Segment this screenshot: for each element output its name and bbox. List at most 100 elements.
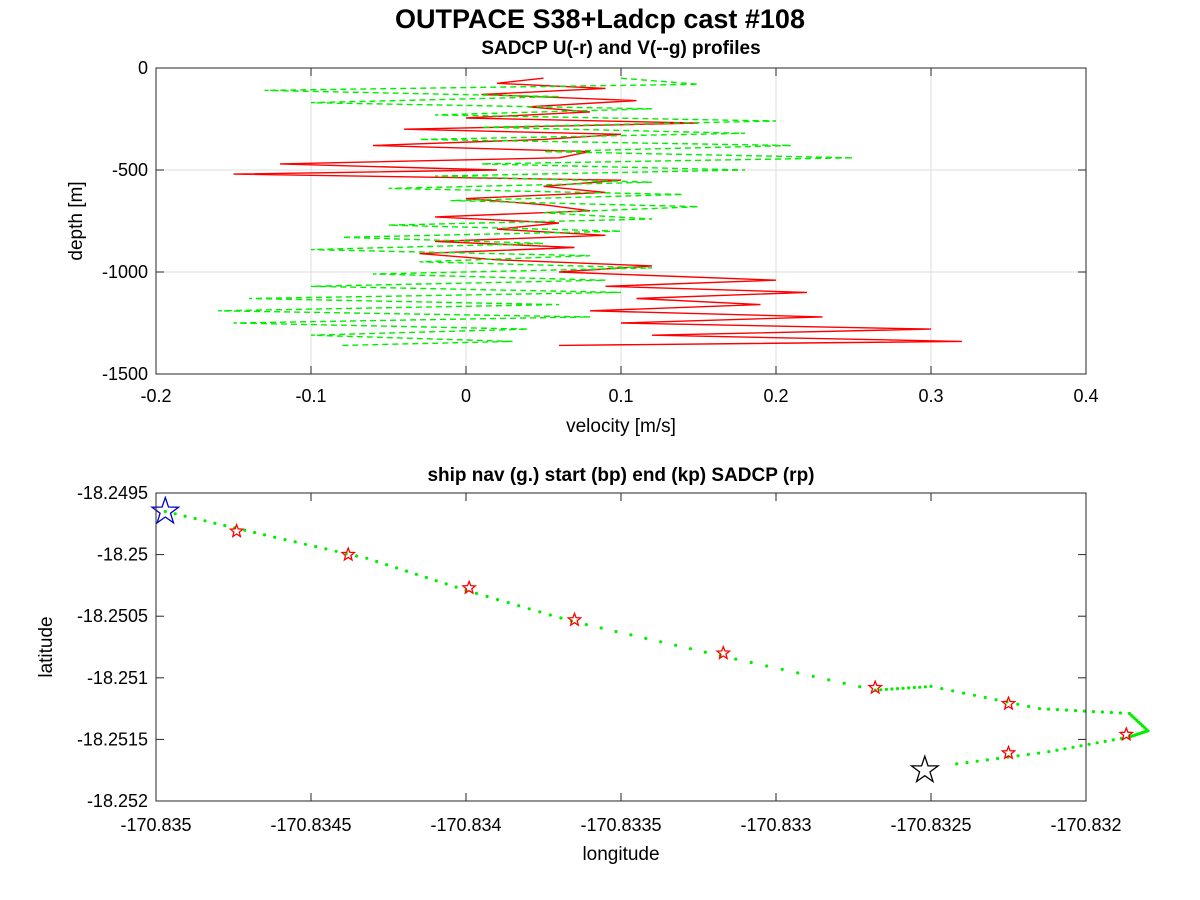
ship-nav-point (424, 575, 428, 580)
v-velocity-line (217, 77, 854, 347)
nav-plot-frame (155, 492, 1087, 802)
ship-nav-point (203, 519, 207, 523)
ship-nav-point (961, 691, 966, 695)
ship-nav-point (734, 657, 738, 661)
profile-ytick-label: 0 (138, 58, 148, 78)
ship-nav-point (1046, 707, 1051, 711)
sadcp-point (1000, 695, 1017, 711)
nav-xtick-label: -170.8335 (580, 815, 661, 835)
sadcp-point (1000, 744, 1017, 760)
ship-nav-point (1118, 711, 1122, 715)
ship-nav-point (334, 549, 338, 553)
profile-ytick-label: -1000 (102, 262, 148, 282)
ship-nav-point (163, 509, 167, 514)
ship-nav-point (858, 685, 862, 689)
profile-xlabel: velocity [m/s] (566, 416, 676, 437)
ship-nav-point (994, 698, 998, 702)
ship-nav-point (283, 538, 287, 542)
ship-nav-point (173, 512, 177, 516)
ship-nav-point (1087, 742, 1091, 746)
ship-nav-point (517, 604, 521, 608)
sadcp-point (340, 546, 357, 562)
ship-nav-point (474, 591, 479, 596)
ship-nav-point (951, 689, 955, 693)
ship-nav-point (975, 759, 979, 763)
ship-nav-point (985, 758, 990, 762)
ship-nav-point (842, 681, 846, 685)
ship-nav-point (629, 633, 633, 637)
end-marker (909, 754, 941, 784)
ship-nav-point (1055, 748, 1059, 752)
ship-nav-point (1103, 739, 1107, 744)
ship-nav-point (243, 528, 247, 532)
profile-xtick-label: 0.1 (608, 386, 633, 406)
ship-nav-point (559, 616, 563, 620)
nav-axes: ship nav (g.) start (bp) end (kp) SADCP … (36, 465, 1150, 865)
ship-nav-point (324, 547, 328, 551)
profile-xtick-label: 0.2 (763, 386, 788, 406)
ship-nav-point (454, 585, 458, 589)
ship-nav-point (1047, 750, 1051, 754)
nav-xtick-label: -170.832 (1050, 815, 1121, 835)
ship-nav-point (1063, 747, 1067, 751)
nav-title: ship nav (g.) start (bp) end (kp) SADCP … (427, 465, 814, 486)
ship-nav-point (879, 688, 883, 692)
ship-nav-point (811, 674, 815, 678)
nav-ytick-label: -18.2505 (77, 606, 148, 626)
ship-nav-point (940, 687, 944, 691)
ship-nav-point (1037, 751, 1041, 755)
profile-xtick-label: -0.1 (295, 386, 326, 406)
ship-nav-point (1109, 710, 1113, 715)
sadcp-point (228, 522, 245, 538)
profile-grid (155, 67, 1087, 375)
ship-nav-point (659, 640, 663, 644)
nav-ticks: -170.835 -170.8345 -170.834 -170.8335 -170.8… (77, 483, 1122, 835)
ship-nav-point (375, 559, 379, 564)
profile-series (217, 77, 963, 347)
ship-nav-point (890, 687, 894, 691)
ship-nav-point (674, 643, 678, 647)
ship-nav-point (895, 687, 900, 691)
profile-axes: SADCP U(-r) and V(--g) profiles -0.2 -0.1… (66, 38, 1099, 437)
ship-nav-point (996, 756, 1000, 761)
ship-nav-point (765, 664, 769, 668)
ship-nav-point (303, 542, 307, 546)
ship-nav-point (273, 535, 277, 539)
ship-nav-point (614, 629, 618, 634)
ship-nav-point (901, 686, 905, 690)
ship-nav-point (434, 579, 438, 583)
ship-nav-point (972, 693, 977, 697)
ship-nav-point (527, 607, 531, 611)
ship-nav-point (1100, 710, 1104, 714)
ship-nav-point (223, 523, 227, 528)
sadcp-point (1118, 726, 1135, 742)
nav-ytick-label: -18.252 (87, 791, 148, 811)
profile-xtick-label: -0.2 (140, 386, 171, 406)
ship-nav-point (506, 601, 510, 605)
ship-nav-point (965, 761, 969, 765)
ship-nav-point (688, 647, 693, 651)
profile-ytick-label: -1500 (102, 364, 148, 384)
ship-nav-point (703, 650, 707, 654)
ship-nav-point (253, 530, 257, 535)
nav-ytick-label: -18.251 (87, 668, 148, 688)
nav-xtick-label: -170.8345 (270, 815, 351, 835)
ship-nav-point (314, 545, 318, 549)
ship-nav-point (1079, 744, 1083, 748)
ship-nav-point (1111, 738, 1115, 742)
ship-nav-point (907, 686, 911, 690)
nav-ytick-label: -18.2515 (77, 729, 148, 749)
profile-xtick-label: 0.3 (918, 386, 943, 406)
ship-nav-point (599, 626, 603, 630)
ship-nav-point (1073, 709, 1078, 713)
ship-nav-point (538, 610, 542, 614)
profile-title: SADCP U(-r) and V(--g) profiles (481, 38, 760, 59)
ship-nav-point (584, 623, 588, 627)
ship-nav-point (918, 685, 922, 689)
ship-nav-point (1027, 704, 1031, 709)
ship-nav-point (923, 685, 928, 689)
sadcp-point (715, 644, 732, 660)
nav-ytick-label: -18.25 (97, 545, 148, 565)
profile-ytick-label: -500 (112, 160, 148, 180)
